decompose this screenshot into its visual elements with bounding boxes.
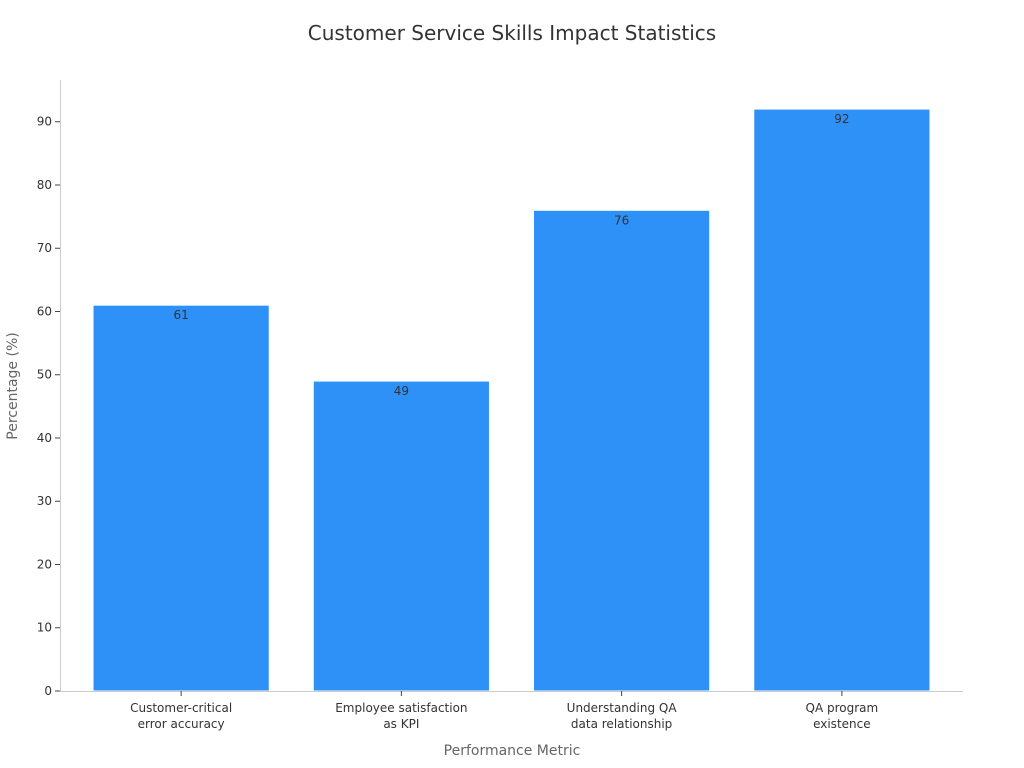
y-tick-label-70: 70 bbox=[37, 241, 52, 255]
x-tick-label-line: existence bbox=[813, 717, 871, 731]
x-tick-label-line: error accuracy bbox=[138, 717, 225, 731]
y-tick-label-50: 50 bbox=[37, 368, 52, 382]
bar-2 bbox=[312, 380, 490, 692]
x-tick-label-3: Understanding QA data relationship bbox=[567, 701, 678, 731]
y-tick-label-90: 90 bbox=[37, 115, 52, 129]
x-tick-label-4: QA program existence bbox=[806, 701, 879, 731]
x-ticks-group: Customer-critical error accuracy Employee … bbox=[130, 691, 878, 731]
data-label-3: 76 bbox=[614, 213, 629, 227]
x-tick-label-line: Customer-critical bbox=[130, 701, 232, 715]
y-ticks-group: 0 10 20 30 40 50 60 70 80 90 bbox=[37, 115, 60, 698]
bar-1 bbox=[92, 304, 270, 692]
y-tick-label-60: 60 bbox=[37, 304, 52, 318]
x-tick-label-line: QA program bbox=[806, 701, 879, 715]
x-tick-label-1: Customer-critical error accuracy bbox=[130, 701, 232, 731]
chart-title: Customer Service Skills Impact Statistic… bbox=[308, 21, 716, 45]
x-tick-label-line: data relationship bbox=[571, 717, 672, 731]
y-tick-label-10: 10 bbox=[37, 621, 52, 635]
bar-3 bbox=[533, 209, 711, 692]
data-label-2: 49 bbox=[394, 384, 409, 398]
x-axis-label: Performance Metric bbox=[444, 743, 581, 759]
y-tick-label-30: 30 bbox=[37, 494, 52, 508]
x-tick-label-line: Understanding QA bbox=[567, 701, 678, 715]
x-tick-label-line: Employee satisfaction bbox=[335, 701, 467, 715]
x-tick-label-2: Employee satisfaction as KPI bbox=[335, 701, 467, 731]
y-tick-label-20: 20 bbox=[37, 557, 52, 571]
data-label-4: 92 bbox=[834, 112, 849, 126]
x-tick-label-line: as KPI bbox=[383, 717, 419, 731]
bar-4 bbox=[753, 108, 931, 692]
bars-group bbox=[92, 108, 931, 692]
y-tick-label-40: 40 bbox=[37, 431, 52, 445]
data-labels-group: 61 49 76 92 bbox=[173, 112, 849, 398]
y-tick-label-0: 0 bbox=[44, 684, 52, 698]
y-tick-label-80: 80 bbox=[37, 178, 52, 192]
y-axis-label: Percentage (%) bbox=[5, 332, 21, 439]
data-label-1: 61 bbox=[173, 308, 188, 322]
